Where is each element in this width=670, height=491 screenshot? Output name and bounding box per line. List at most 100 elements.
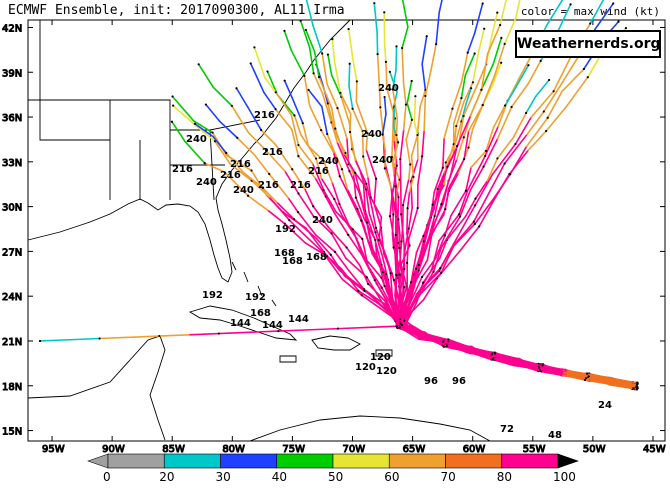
track-point xyxy=(441,166,444,169)
track-segment xyxy=(466,155,487,191)
track-segment xyxy=(374,239,378,257)
track-segment xyxy=(381,133,387,152)
track-point xyxy=(503,162,506,165)
track-point xyxy=(422,234,425,238)
track-segment xyxy=(503,133,528,165)
track-point xyxy=(431,203,434,206)
track-point xyxy=(458,215,462,218)
track-point xyxy=(325,255,329,258)
lat-tick-label: 15N xyxy=(2,427,22,438)
track-segment xyxy=(545,105,568,132)
lat-tick-label: 18N xyxy=(2,382,22,393)
track-point xyxy=(401,46,404,50)
lat-tick-label: 42N xyxy=(2,23,22,34)
track-point xyxy=(456,144,459,148)
track-point xyxy=(499,23,502,27)
track-segment xyxy=(382,304,397,322)
hour-label: 192 xyxy=(202,290,223,301)
track-point xyxy=(388,70,391,73)
track-point xyxy=(395,325,398,328)
track-segment xyxy=(401,296,409,326)
track-segment xyxy=(369,196,383,218)
track-segment xyxy=(504,87,517,107)
track-segment xyxy=(421,63,427,91)
axis-ticks: 15N 18N 21N 24N 27N 30N 33N 36N 39N 42N 95W 90W 85W 8… xyxy=(2,20,666,456)
track-segment xyxy=(415,235,425,254)
track-point xyxy=(524,111,528,115)
track-point xyxy=(348,169,351,173)
hour-label: 192 xyxy=(275,224,296,235)
track-segment xyxy=(98,336,131,340)
track-segment xyxy=(297,211,317,236)
track-segment xyxy=(512,112,527,139)
track-point xyxy=(283,29,286,32)
track-point xyxy=(171,95,174,98)
track-segment xyxy=(433,166,444,193)
track-segment xyxy=(378,85,382,109)
track-segment xyxy=(418,232,433,266)
track-segment xyxy=(409,269,420,301)
track-segment xyxy=(472,51,480,84)
track-point xyxy=(397,141,400,144)
track-segment xyxy=(492,37,503,65)
track-segment xyxy=(492,357,520,362)
track-segment xyxy=(214,140,231,165)
track-point xyxy=(314,157,318,160)
track-segment xyxy=(477,27,486,53)
track-segment xyxy=(452,97,463,125)
track-point xyxy=(250,169,253,172)
track-point xyxy=(347,233,350,236)
track-segment xyxy=(442,137,445,169)
colorbar-tick-label: 20 xyxy=(159,470,174,484)
track-segment xyxy=(428,208,447,242)
track-segment xyxy=(491,143,517,176)
track-segment xyxy=(406,102,413,121)
track-point xyxy=(361,237,364,240)
track-segment xyxy=(405,138,412,166)
track-point xyxy=(552,90,555,93)
track-point xyxy=(617,20,620,23)
track-segment xyxy=(297,144,314,165)
track-segment xyxy=(460,51,469,83)
hour-label: 216 xyxy=(172,164,193,175)
track-segment xyxy=(338,175,351,198)
track-segment xyxy=(320,129,335,154)
colorbar-arrow-right xyxy=(557,453,579,469)
track-segment xyxy=(421,257,437,278)
track-segment xyxy=(312,72,324,95)
track-point xyxy=(339,91,342,94)
track-segment xyxy=(383,96,387,115)
track-segment xyxy=(407,206,414,230)
chart-title: ECMWF Ensemble, init: 2017090300, AL11 I… xyxy=(8,3,345,18)
track-segment xyxy=(589,0,605,25)
track-point xyxy=(389,272,392,275)
track-segment xyxy=(218,331,250,335)
track-segment xyxy=(410,155,415,178)
track-point xyxy=(586,372,589,375)
track-point xyxy=(472,220,475,223)
track-segment xyxy=(403,289,421,322)
colorbar-tick-label: 100 xyxy=(553,470,576,484)
track-segment xyxy=(355,196,366,221)
track-segment xyxy=(341,278,363,297)
track-segment xyxy=(440,245,455,274)
track-segment xyxy=(205,103,221,122)
track-point xyxy=(632,387,635,390)
track-point xyxy=(483,27,486,30)
track-segment xyxy=(394,134,398,168)
track-point xyxy=(307,88,310,91)
track-segment xyxy=(334,127,345,155)
track-point xyxy=(410,79,413,83)
hour-label: 72 xyxy=(500,424,514,435)
track-point xyxy=(326,132,329,136)
track-segment xyxy=(360,294,381,309)
hour-label: 168 xyxy=(274,248,295,259)
colorbar: 0 20 30 40 50 60 70 80 100 xyxy=(87,453,579,484)
track-segment xyxy=(406,239,410,264)
track-segment xyxy=(392,161,401,181)
track-segment xyxy=(459,188,472,218)
track-segment xyxy=(514,0,521,19)
track-point xyxy=(380,286,383,289)
track-segment xyxy=(349,113,352,133)
track-point xyxy=(420,275,424,279)
